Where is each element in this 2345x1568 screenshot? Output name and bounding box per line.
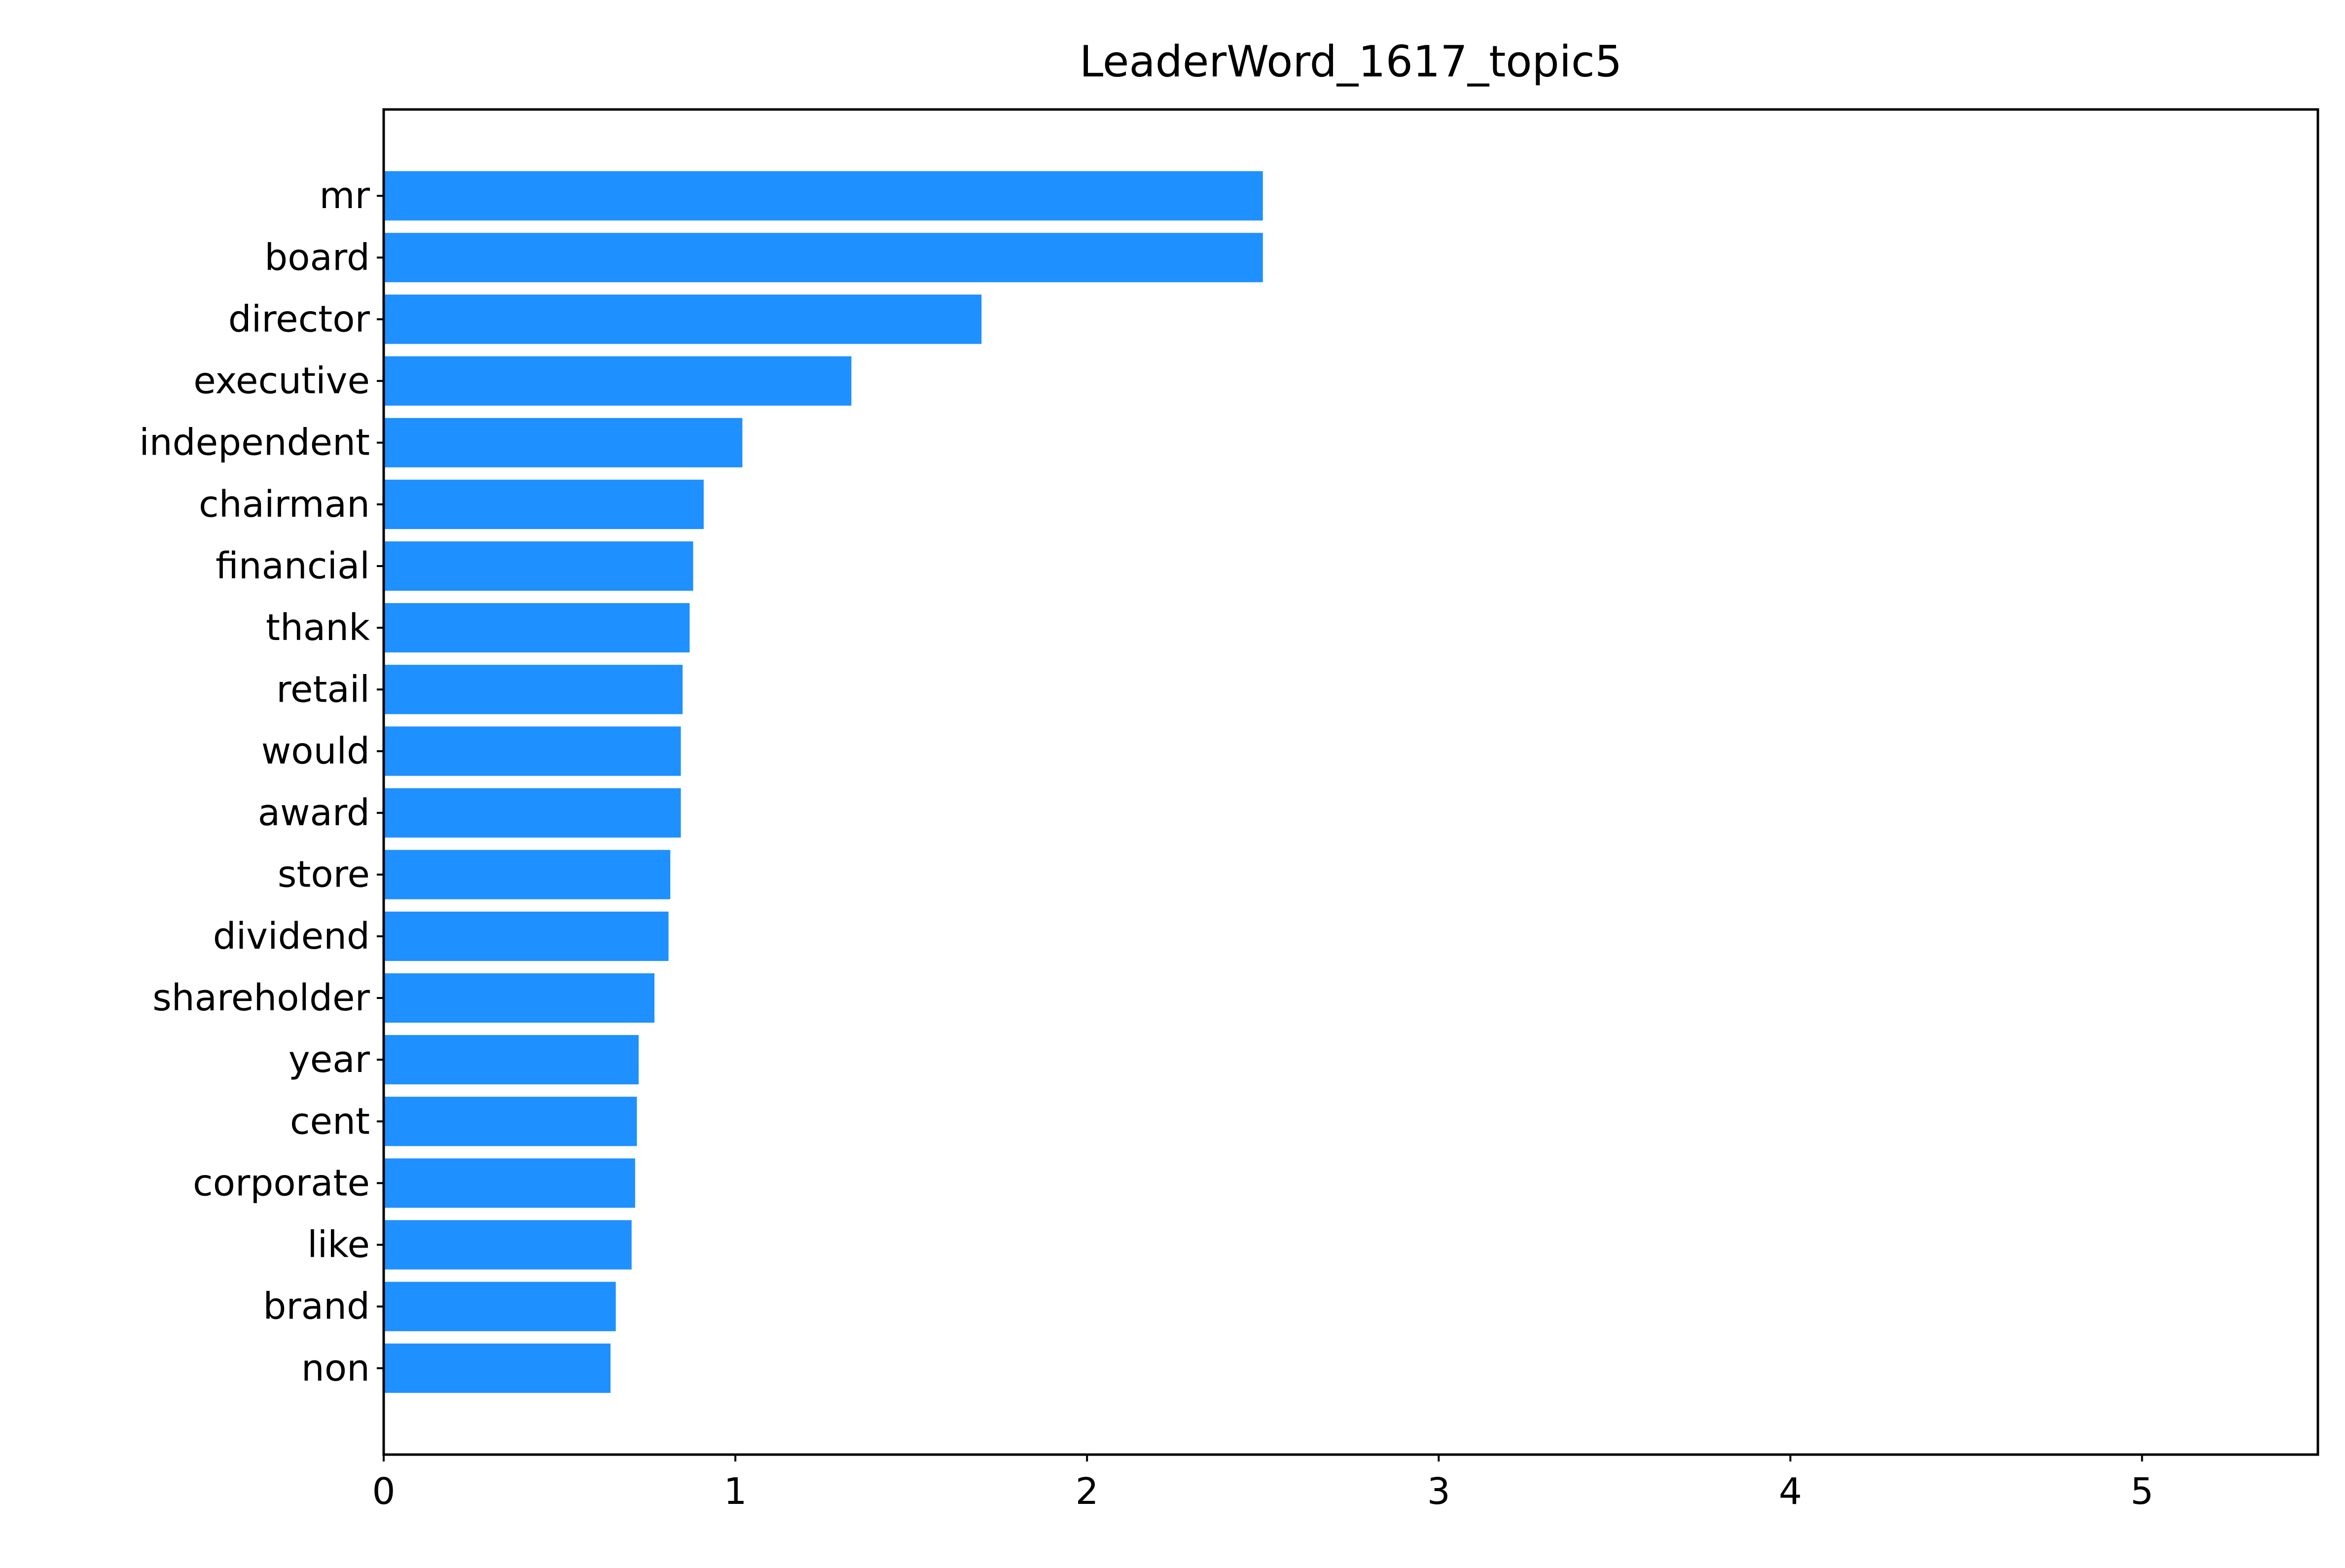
y-tick-label: independent — [139, 422, 370, 464]
y-tick-label: board — [264, 236, 370, 279]
y-tick-label: non — [301, 1347, 370, 1390]
bar-dividend — [384, 911, 669, 961]
bar-award — [384, 788, 681, 838]
bars-layer — [384, 171, 1263, 1393]
bar-corporate — [384, 1158, 635, 1208]
y-tick-label: shareholder — [152, 977, 370, 1019]
y-tick-label: director — [228, 298, 370, 340]
y-tick-label: would — [261, 730, 370, 772]
y-tick-label: corporate — [193, 1162, 370, 1204]
bar-like — [384, 1220, 632, 1270]
y-tick-label: mr — [319, 175, 370, 217]
y-tick-label: chairman — [199, 483, 370, 526]
bar-year — [384, 1035, 639, 1085]
x-tick-label: 1 — [724, 1470, 747, 1513]
bar-brand — [384, 1282, 616, 1331]
bar-executive — [384, 356, 852, 406]
bar-mr — [384, 171, 1263, 221]
y-tick-label: executive — [193, 360, 370, 402]
y-tick-label: financial — [216, 545, 370, 587]
x-tick-label: 4 — [1779, 1470, 1802, 1513]
x-tick-label: 0 — [372, 1470, 395, 1513]
bar-thank — [384, 603, 690, 653]
bar-independent — [384, 418, 743, 467]
y-tick-label: brand — [263, 1285, 370, 1328]
bar-store — [384, 850, 671, 899]
y-tick-label: award — [258, 792, 370, 834]
bar-board — [384, 233, 1263, 283]
y-tick-label: cent — [290, 1100, 370, 1142]
x-axis-ticks: 0 1 2 3 4 5 — [372, 1455, 2154, 1513]
bar-financial — [384, 541, 693, 591]
y-tick-label: retail — [276, 668, 370, 711]
x-tick-label: 2 — [1076, 1470, 1099, 1513]
y-tick-label: thank — [266, 606, 370, 649]
y-axis-ticks: mr board director executive independent chair… — [139, 175, 384, 1390]
bar-cent — [384, 1097, 637, 1146]
bar-chairman — [384, 479, 704, 529]
bar-shareholder — [384, 973, 655, 1023]
plot-frame — [382, 108, 2319, 1456]
bar-would — [384, 726, 681, 776]
bar-non — [384, 1343, 611, 1393]
x-tick-label: 3 — [1427, 1470, 1450, 1513]
y-tick-label: year — [289, 1038, 370, 1081]
x-tick-label: 5 — [2130, 1470, 2154, 1513]
y-tick-label: like — [307, 1224, 370, 1266]
chart-title: LeaderWord_1617_topic5 — [1080, 36, 1622, 87]
y-tick-label: dividend — [213, 915, 370, 958]
y-tick-label: store — [278, 854, 370, 896]
bar-retail — [384, 665, 683, 714]
bar-director — [384, 294, 982, 344]
